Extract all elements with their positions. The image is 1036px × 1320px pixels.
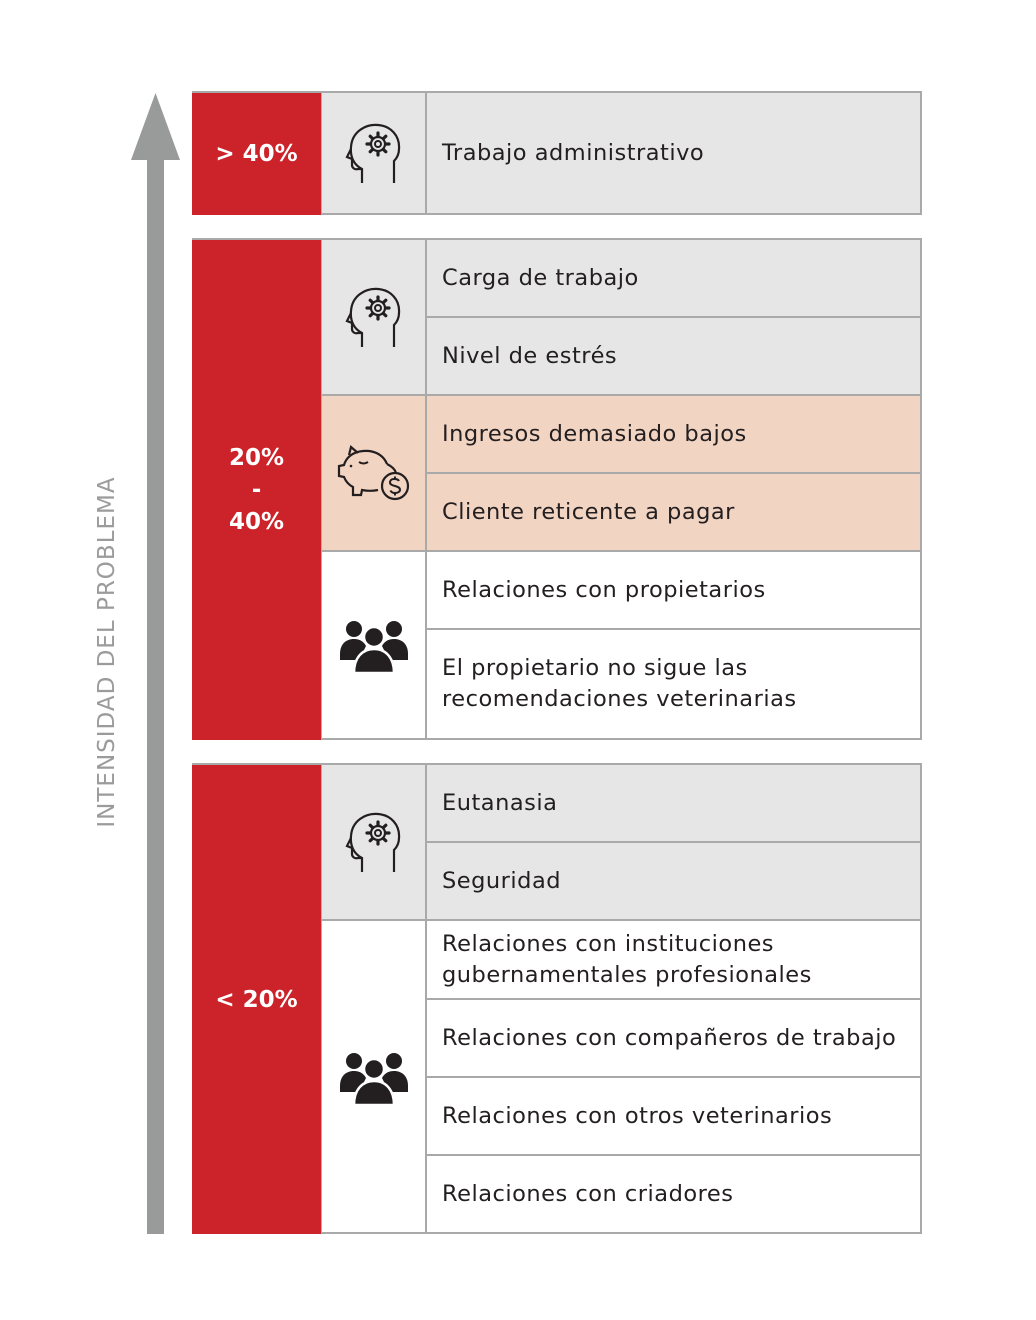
list-item: Relaciones con instituciones gubernament… [427, 921, 922, 1000]
section-social: Relaciones con propietarios El propietar… [322, 552, 922, 740]
list-item: Carga de trabajo [427, 240, 922, 318]
group-above-40: > 40% Trabajo administrativo [192, 91, 922, 215]
section-cognitive: Carga de trabajo Nivel de estrés [322, 240, 922, 396]
row-list: Carga de trabajo Nivel de estrés [427, 240, 922, 396]
list-item: Relaciones con otros veterinarios [427, 1078, 922, 1156]
percent-label: > 40% [192, 93, 322, 215]
row-list: Ingresos demasiado bajos Cliente reticen… [427, 396, 922, 552]
list-item: Eutanasia [427, 765, 922, 843]
icon-cell [322, 765, 427, 921]
row-list: Relaciones con propietarios El propietar… [427, 552, 922, 740]
piggy-bank-icon [337, 445, 409, 501]
icon-cell [322, 552, 427, 740]
list-item: Seguridad [427, 843, 922, 921]
group-20-to-40: 20% - 40% Carga de trabajo Nivel de estr… [192, 238, 922, 740]
brain-gear-icon [344, 123, 400, 183]
icon-cell [322, 93, 427, 215]
brain-gear-icon [344, 812, 400, 872]
row-list: Relaciones con instituciones gubernament… [427, 921, 922, 1234]
axis-shaft [147, 158, 164, 1234]
icon-cell [322, 240, 427, 396]
icon-cell [322, 396, 427, 552]
section-economic: Ingresos demasiado bajos Cliente reticen… [322, 396, 922, 552]
section-cognitive: Trabajo administrativo [322, 93, 922, 215]
list-item: El propietario no sigue las recomendacio… [427, 630, 922, 740]
list-item: Trabajo administrativo [427, 93, 922, 215]
percent-label: 20% - 40% [192, 240, 322, 740]
list-item: Nivel de estrés [427, 318, 922, 396]
row-list: Eutanasia Seguridad [427, 765, 922, 921]
list-item: Relaciones con criadores [427, 1156, 922, 1234]
list-item: Relaciones con compañeros de trabajo [427, 1000, 922, 1078]
people-group-icon [339, 621, 408, 674]
axis-label: INTENSIDAD DEL PROBLEMA [94, 476, 120, 828]
intensity-axis [131, 93, 180, 1234]
row-list: Trabajo administrativo [427, 93, 922, 215]
icon-cell [322, 921, 427, 1234]
list-item: Ingresos demasiado bajos [427, 396, 922, 474]
group-below-20: < 20% Eutanasia Seguridad [192, 763, 922, 1234]
section-cognitive: Eutanasia Seguridad [322, 765, 922, 921]
list-item: Cliente reticente a pagar [427, 474, 922, 552]
list-item: Relaciones con propietarios [427, 552, 922, 630]
brain-gear-icon [344, 287, 400, 347]
section-social: Relaciones con instituciones gubernament… [322, 921, 922, 1234]
axis-arrowhead [131, 93, 180, 160]
percent-label: < 20% [192, 765, 322, 1234]
people-group-icon [339, 1052, 408, 1106]
